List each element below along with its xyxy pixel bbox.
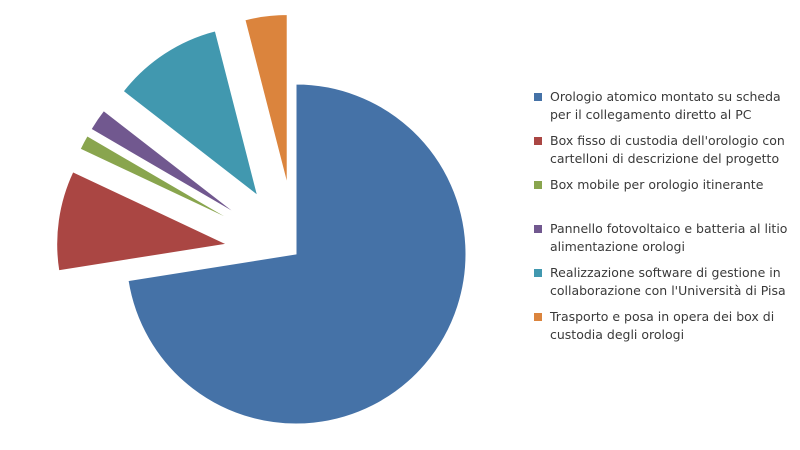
legend-swatch <box>534 313 542 321</box>
pie-slice-1 <box>127 83 467 425</box>
legend-swatch <box>534 93 542 101</box>
legend-label: Pannello fotovoltaico e batteria al liti… <box>550 221 788 254</box>
pie-slice-4 <box>90 109 239 216</box>
legend-swatch <box>534 181 542 189</box>
legend-item-trasporto-posa: Trasporto e posa in opera dei box di cus… <box>534 308 796 344</box>
legend-label: Trasporto e posa in opera dei box di cus… <box>550 309 775 342</box>
legend-label: Orologio atomico montato su scheda per i… <box>550 89 781 122</box>
pie-slice-2 <box>56 171 229 272</box>
legend-label: Box fisso di custodia dell'orologio con … <box>550 133 785 166</box>
legend-item-orologio-atomico: Orologio atomico montato su scheda per i… <box>534 88 796 124</box>
pie-slice-5 <box>122 30 259 197</box>
pie-slice-6 <box>244 14 288 185</box>
legend-swatch <box>534 269 542 277</box>
legend-swatch <box>534 137 542 145</box>
legend-item-realizzazione-software: Realizzazione software di gestione in co… <box>534 264 796 300</box>
legend-label: Box mobile per orologio itinerante <box>550 177 764 192</box>
legend: Orologio atomico montato su scheda per i… <box>534 88 796 344</box>
legend-item-pannello-fotovoltaico: Pannello fotovoltaico e batteria al liti… <box>534 220 796 256</box>
legend-label: Realizzazione software di gestione in co… <box>550 265 786 298</box>
pie-slice-3 <box>79 135 235 222</box>
legend-item-box-fisso: Box fisso di custodia dell'orologio con … <box>534 132 796 168</box>
legend-swatch <box>534 225 542 233</box>
legend-item-box-mobile: Box mobile per orologio itinerante <box>534 176 796 194</box>
